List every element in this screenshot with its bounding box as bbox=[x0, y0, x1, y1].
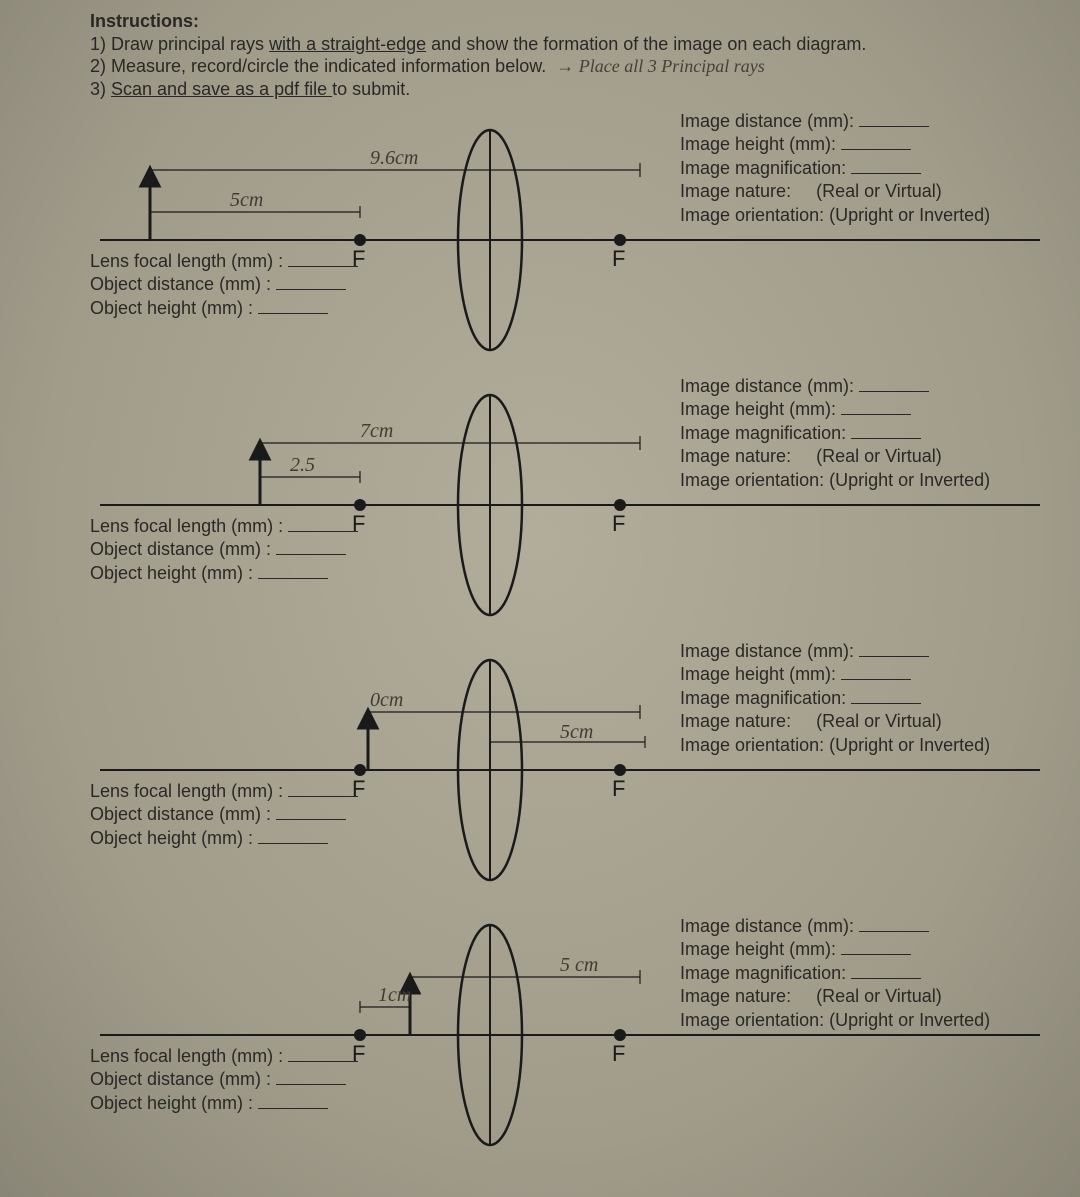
blank[interactable] bbox=[258, 1094, 328, 1109]
focal-length-field: Lens focal length (mm) : bbox=[90, 250, 358, 273]
blank[interactable] bbox=[859, 642, 929, 657]
blank[interactable] bbox=[859, 112, 929, 127]
instr-3a: 3) bbox=[90, 79, 111, 99]
blank[interactable] bbox=[859, 917, 929, 932]
diagram-block-1: F F 9.6cm 5cm Lens focal length (mm) : O… bbox=[90, 100, 1050, 365]
blank[interactable] bbox=[841, 400, 911, 415]
instr-1b: and show the formation of the image on e… bbox=[426, 34, 866, 54]
blank[interactable] bbox=[851, 424, 921, 439]
svg-text:0cm: 0cm bbox=[370, 689, 403, 711]
image-fields: Image distance (mm): Image height (mm): … bbox=[680, 915, 1050, 1032]
image-magnification-field: Image magnification: bbox=[680, 422, 1050, 445]
image-fields: Image distance (mm): Image height (mm): … bbox=[680, 640, 1050, 757]
object-fields: Lens focal length (mm) : Object distance… bbox=[90, 780, 358, 850]
image-orientation-field: Image orientation: (Upright or Inverted) bbox=[680, 734, 1050, 757]
object-fields: Lens focal length (mm) : Object distance… bbox=[90, 1045, 358, 1115]
focal-length-field: Lens focal length (mm) : bbox=[90, 1045, 358, 1068]
blank[interactable] bbox=[851, 159, 921, 174]
svg-text:5 cm: 5 cm bbox=[560, 954, 598, 976]
svg-text:F: F bbox=[612, 511, 625, 536]
blank[interactable] bbox=[851, 964, 921, 979]
focal-length-field: Lens focal length (mm) : bbox=[90, 515, 358, 538]
blank[interactable] bbox=[288, 252, 358, 267]
svg-text:7cm: 7cm bbox=[360, 420, 393, 442]
object-distance-field: Object distance (mm) : bbox=[90, 538, 358, 561]
object-height-field: Object height (mm) : bbox=[90, 827, 358, 850]
image-magnification-field: Image magnification: bbox=[680, 687, 1050, 710]
image-distance-field: Image distance (mm): bbox=[680, 640, 1050, 663]
image-magnification-field: Image magnification: bbox=[680, 157, 1050, 180]
object-fields: Lens focal length (mm) : Object distance… bbox=[90, 515, 358, 585]
worksheet-page: Instructions: 1) Draw principal rays wit… bbox=[0, 0, 1080, 1197]
instr-1u: with a straight-edge bbox=[269, 34, 426, 54]
blank[interactable] bbox=[258, 829, 328, 844]
image-fields: Image distance (mm): Image height (mm): … bbox=[680, 375, 1050, 492]
diagrams-container: F F 9.6cm 5cm Lens focal length (mm) : O… bbox=[90, 100, 1050, 1160]
image-orientation-field: Image orientation: (Upright or Inverted) bbox=[680, 1009, 1050, 1032]
svg-text:F: F bbox=[612, 776, 625, 801]
blank[interactable] bbox=[258, 564, 328, 579]
image-distance-field: Image distance (mm): bbox=[680, 915, 1050, 938]
instr-3u: Scan and save as a pdf file bbox=[111, 79, 332, 99]
image-distance-field: Image distance (mm): bbox=[680, 110, 1050, 133]
object-height-field: Object height (mm) : bbox=[90, 1092, 358, 1115]
diagram-block-2: F F 7cm 2.5 Lens focal length (mm) : Obj… bbox=[90, 365, 1050, 630]
instructions-heading: Instructions: bbox=[90, 11, 199, 31]
blank[interactable] bbox=[288, 782, 358, 797]
instr-2-hand: → Place all 3 Principal rays bbox=[556, 56, 764, 76]
image-nature-field: Image nature: (Real or Virtual) bbox=[680, 445, 1050, 468]
image-height-field: Image height (mm): bbox=[680, 938, 1050, 961]
blank[interactable] bbox=[841, 665, 911, 680]
blank[interactable] bbox=[841, 135, 911, 150]
blank[interactable] bbox=[851, 689, 921, 704]
object-distance-field: Object distance (mm) : bbox=[90, 273, 358, 296]
svg-text:9.6cm: 9.6cm bbox=[370, 147, 418, 169]
image-height-field: Image height (mm): bbox=[680, 398, 1050, 421]
blank[interactable] bbox=[276, 275, 346, 290]
blank[interactable] bbox=[276, 805, 346, 820]
instr-3b: to submit. bbox=[332, 79, 410, 99]
image-fields: Image distance (mm): Image height (mm): … bbox=[680, 110, 1050, 227]
instr-2: 2) Measure, record/circle the indicated … bbox=[90, 56, 546, 76]
blank[interactable] bbox=[258, 299, 328, 314]
object-height-field: Object height (mm) : bbox=[90, 297, 358, 320]
diagram-block-4: F F 5 cm 1cm Lens focal length (mm) : Ob… bbox=[90, 895, 1050, 1160]
blank[interactable] bbox=[276, 1070, 346, 1085]
instructions-block: Instructions: 1) Draw principal rays wit… bbox=[90, 10, 1050, 100]
object-distance-field: Object distance (mm) : bbox=[90, 1068, 358, 1091]
blank[interactable] bbox=[288, 517, 358, 532]
svg-text:F: F bbox=[612, 1041, 625, 1066]
image-orientation-field: Image orientation: (Upright or Inverted) bbox=[680, 469, 1050, 492]
image-distance-field: Image distance (mm): bbox=[680, 375, 1050, 398]
instr-1a: 1) Draw principal rays bbox=[90, 34, 269, 54]
svg-text:5cm: 5cm bbox=[230, 189, 263, 211]
svg-text:5cm: 5cm bbox=[560, 721, 593, 743]
object-fields: Lens focal length (mm) : Object distance… bbox=[90, 250, 358, 320]
object-height-field: Object height (mm) : bbox=[90, 562, 358, 585]
blank[interactable] bbox=[276, 540, 346, 555]
blank[interactable] bbox=[841, 940, 911, 955]
blank[interactable] bbox=[288, 1047, 358, 1062]
svg-text:2.5: 2.5 bbox=[290, 454, 315, 476]
image-orientation-field: Image orientation: (Upright or Inverted) bbox=[680, 204, 1050, 227]
diagram-block-3: F F 0cm 5cm Lens focal length (mm) : Obj… bbox=[90, 630, 1050, 895]
image-magnification-field: Image magnification: bbox=[680, 962, 1050, 985]
image-nature-field: Image nature: (Real or Virtual) bbox=[680, 985, 1050, 1008]
blank[interactable] bbox=[859, 377, 929, 392]
image-height-field: Image height (mm): bbox=[680, 133, 1050, 156]
svg-text:F: F bbox=[612, 246, 625, 271]
image-nature-field: Image nature: (Real or Virtual) bbox=[680, 710, 1050, 733]
object-distance-field: Object distance (mm) : bbox=[90, 803, 358, 826]
svg-text:1cm: 1cm bbox=[378, 984, 411, 1006]
focal-length-field: Lens focal length (mm) : bbox=[90, 780, 358, 803]
image-height-field: Image height (mm): bbox=[680, 663, 1050, 686]
image-nature-field: Image nature: (Real or Virtual) bbox=[680, 180, 1050, 203]
